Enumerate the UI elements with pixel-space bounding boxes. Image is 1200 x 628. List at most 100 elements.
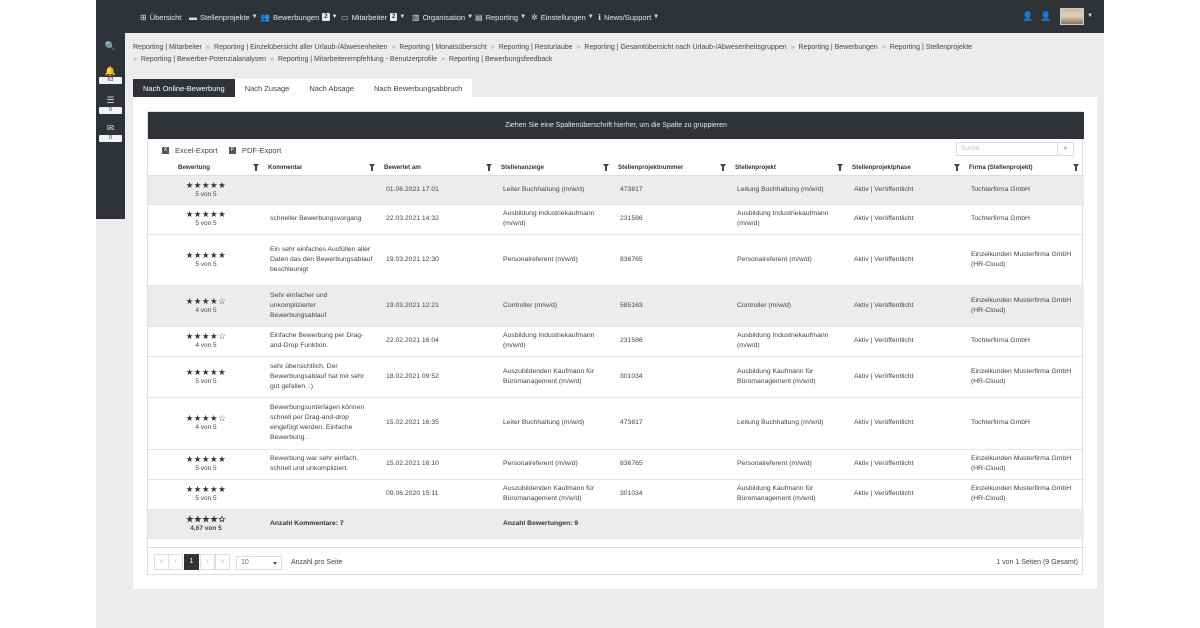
- nav-news-support[interactable]: ℹ News/Support ▼: [598, 11, 659, 23]
- filter-icon[interactable]: [837, 164, 843, 171]
- rating-cell: ★★★★★ 5 von 5: [148, 356, 264, 398]
- nav-label: Einstellungen: [540, 12, 586, 22]
- excel-icon: X: [162, 147, 169, 154]
- rating-stars: ★★★★★: [185, 366, 227, 377]
- breadcrumb-link[interactable]: Reporting | Bewerbungen: [798, 44, 878, 51]
- date-cell: 19.03.2021 12:30: [380, 234, 497, 286]
- nav-badge: 2: [390, 13, 398, 21]
- search-icon[interactable]: 🔍: [104, 41, 117, 51]
- breadcrumb-link[interactable]: Reporting | Mitarbeiter: [133, 44, 203, 51]
- filter-icon[interactable]: [369, 164, 375, 171]
- ratings-total: Anzahl Bewertungen: 9: [497, 509, 731, 539]
- column-header-bewertung[interactable]: Bewertung: [148, 160, 264, 176]
- notifications-badge: 63: [99, 77, 122, 84]
- table-row[interactable]: ★★★★★ 5 von 5 Bewerbung war sehr einfach, …: [148, 449, 1084, 480]
- job-ad-cell: Leiter Buchhaltung (m/w/d): [497, 175, 614, 205]
- nav-uebersicht[interactable]: ⊞ Übersicht: [140, 11, 181, 23]
- comment-cell: Ein sehr einfaches Ausfüllen aller Daten…: [264, 234, 380, 286]
- messages-badge: 0: [99, 135, 122, 142]
- comment-cell: Sehr einfacher und unkomplizierter Bewer…: [264, 285, 380, 327]
- nav-label: Bewerbungen: [272, 12, 320, 22]
- page-size-select[interactable]: 10: [236, 556, 282, 570]
- excel-export-button[interactable]: X Excel-Export: [162, 146, 218, 155]
- pager-current-page[interactable]: 1: [184, 554, 199, 570]
- pager-next-button[interactable]: ›: [200, 554, 215, 570]
- tab-nach-bewerbungsabbruch[interactable]: Nach Bewerbungsabbruch: [363, 79, 473, 97]
- table-row[interactable]: ★★★★☆ 4 von 5 Einfache Bewerbung per Drag-…: [148, 326, 1084, 357]
- avatar[interactable]: [1060, 8, 1084, 25]
- page-size-label: Anzahl pro Seite: [291, 559, 343, 566]
- table-row[interactable]: ★★★★★ 5 von 5 Ein sehr einfaches Ausfüllen…: [148, 234, 1084, 286]
- pager-prev-button[interactable]: ‹: [168, 554, 183, 570]
- tab-nach-zusage[interactable]: Nach Zusage: [234, 79, 300, 97]
- user-icon[interactable]: 👤: [1022, 11, 1034, 21]
- caret-down-icon: ▼: [251, 14, 258, 20]
- table-row[interactable]: ★★★★★ 5 von 5 09.06.2020 15:11 Auszubildend…: [148, 479, 1084, 510]
- nav-stellenprojekte[interactable]: ▬ Stellenprojekte ▼: [189, 11, 258, 23]
- table-row[interactable]: ★★★★★ 5 von 5 sehr übersichtlich. Der Bewe…: [148, 356, 1084, 398]
- nav-reporting[interactable]: ▤ Reporting ▼: [475, 11, 526, 23]
- table-row[interactable]: ★★★★☆ 4 von 5 Sehr einfacher und unkompliz…: [148, 285, 1084, 327]
- job-ad-cell: Personalreferent (m/w/d): [497, 449, 614, 480]
- table-row[interactable]: ★★★★★ 5 von 5 01.06.2021 17:01 Leiter Buchh…: [148, 175, 1084, 205]
- filter-icon[interactable]: [1073, 164, 1079, 171]
- date-cell: 01.06.2021 17:01: [380, 175, 497, 205]
- page-size-value: 10: [241, 559, 249, 566]
- tab-nach-online-bewerbung[interactable]: Nach Online-Bewerbung: [133, 79, 235, 97]
- excel-export-label: Excel-Export: [175, 146, 218, 155]
- caret-down-icon: ▼: [331, 14, 338, 20]
- tab-bar: Nach Online-Bewerbung Nach Zusage Nach A…: [133, 79, 473, 97]
- column-header-bewertet-am[interactable]: Bewertet am: [380, 160, 497, 176]
- bell-icon[interactable]: 🔔: [104, 66, 117, 76]
- column-header-firma[interactable]: Firma (Stellenprojekt): [965, 160, 1084, 176]
- filter-icon[interactable]: [253, 164, 259, 171]
- company-cell: Einzelkunden Musterfirma GmbH (HR-Cloud): [965, 449, 1084, 480]
- filter-icon[interactable]: [720, 164, 726, 171]
- nav-bewerbungen[interactable]: 👥 Bewerbungen 2 ▼: [260, 11, 338, 23]
- column-header-stellenprojekt[interactable]: Stellenprojekt: [731, 160, 848, 176]
- search-input[interactable]: Suche ⌕: [956, 142, 1074, 156]
- breadcrumb-link[interactable]: Reporting | Gesamtübersicht nach Urlaub-…: [584, 44, 787, 51]
- breadcrumb-link[interactable]: Reporting | Stellenprojekte: [889, 44, 973, 51]
- nav-label: Mitarbeiter: [351, 12, 387, 22]
- job-ad-cell: Auszubildenden Kaufmann für Büromanageme…: [497, 479, 614, 510]
- tab-nach-absage[interactable]: Nach Absage: [299, 79, 364, 97]
- group-drop-area[interactable]: Ziehen Sie eine Spaltenüberschrift hierh…: [148, 112, 1084, 139]
- breadcrumb-link[interactable]: Reporting | Mitarbeiterempfehlung - Benu…: [277, 55, 437, 63]
- gears-icon: ✲: [531, 12, 538, 22]
- filter-icon[interactable]: [954, 164, 960, 171]
- breadcrumb-link[interactable]: Reporting | Bewerber-Potenzialanalysen: [140, 55, 267, 63]
- breadcrumb-link[interactable]: Reporting | Monatsübersicht: [399, 44, 487, 51]
- nav-einstellungen[interactable]: ✲ Einstellungen ▼: [531, 11, 594, 23]
- company-cell: Einzelkunden Musterfirma GmbH (HR-Cloud): [965, 479, 1084, 510]
- breadcrumb-link[interactable]: Reporting | Resturlaube: [498, 44, 573, 51]
- rating-stars: ★★★★★: [185, 249, 227, 260]
- column-header-stellenanzeige[interactable]: Stellenanzeige: [497, 160, 614, 176]
- breadcrumb-link[interactable]: Reporting | Bewerbungsfeedback: [448, 55, 553, 63]
- search-icon[interactable]: ⌕: [1057, 143, 1073, 155]
- table-row[interactable]: ★★★★☆ 4 von 5 Bewerbungsunterlagen können …: [148, 397, 1084, 450]
- caret-down-icon[interactable]: ▼: [1087, 13, 1093, 19]
- column-header-stellenprojektphase[interactable]: Stellenprojektphase: [848, 160, 965, 176]
- pager-last-button[interactable]: »: [215, 554, 230, 570]
- nav-mitarbeiter[interactable]: ▭ Mitarbeiter 2 ▼: [341, 11, 405, 23]
- tasks-icon[interactable]: ☰: [106, 95, 115, 105]
- user-switch-icon[interactable]: 👤: [1040, 11, 1052, 21]
- filter-icon[interactable]: [603, 164, 609, 171]
- pdf-export-button[interactable]: P PDF-Export: [229, 146, 281, 155]
- column-header-kommentar[interactable]: Kommentar: [264, 160, 380, 176]
- breadcrumb-link[interactable]: Reporting | Einzelübersicht aller Urlaub…: [214, 44, 388, 51]
- phase-cell: Aktiv | Veröffentlicht: [848, 285, 965, 327]
- column-header-stellenprojektnummer[interactable]: Stellenprojektnummer: [614, 160, 731, 176]
- project-cell: Ausbildung Kaufmann für Büromanagement (…: [731, 356, 848, 398]
- job-ad-cell: Ausbildung Industriekaufmann (m/w/d): [497, 326, 614, 357]
- nav-organisation[interactable]: ▥ Organisation ▼: [412, 11, 473, 23]
- table-row[interactable]: ★★★★★ 5 von 5 schneller Bewerbungsvorgang 2…: [148, 204, 1084, 235]
- phase-cell: Aktiv | Veröffentlicht: [848, 356, 965, 398]
- rating-text: 4 von 5: [195, 306, 217, 314]
- envelope-icon[interactable]: ✉: [106, 123, 115, 133]
- filter-icon[interactable]: [486, 164, 492, 171]
- left-sidebar: 🔍 🔔 63 ☰ 0 ✉ 0: [96, 33, 125, 219]
- pager-first-button[interactable]: «: [154, 554, 169, 570]
- rating-stars: ★★★★★: [185, 179, 227, 190]
